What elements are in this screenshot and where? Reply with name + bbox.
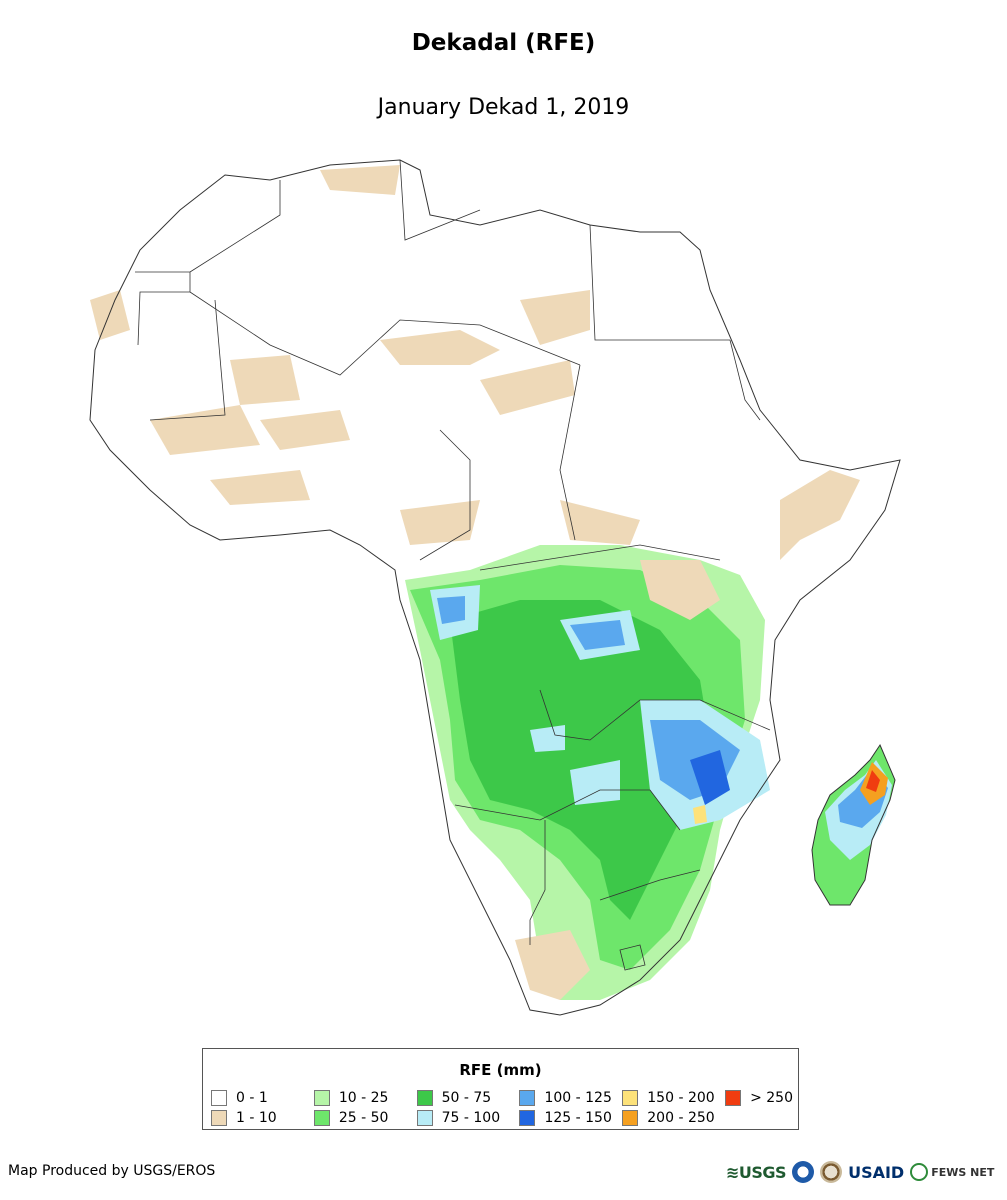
legend-label: 10 - 25 — [338, 1090, 389, 1106]
rfe-patch-yellow — [693, 805, 707, 824]
legend-box: RFE (mm) 0 - 1 1 - 10 10 - 25 25 - 50 50 - 7… — [202, 1048, 799, 1130]
globe-icon — [910, 1163, 929, 1181]
rfe-patch-green-dark — [450, 600, 710, 920]
legend-item: 150 - 200 — [622, 1088, 725, 1108]
legend-item: 10 - 25 — [313, 1088, 417, 1108]
legend-swatch — [313, 1090, 330, 1106]
legend-label: 100 - 125 — [544, 1090, 612, 1106]
legend-swatch — [416, 1090, 433, 1106]
rfe-patch-tan — [780, 470, 860, 560]
rfe-patch-tan — [515, 930, 590, 1000]
rfe-patch-tan — [640, 560, 720, 620]
legend-title: RFE (mm) — [459, 1061, 542, 1079]
rfe-patch-tan — [260, 410, 350, 450]
fews-logo-text: FEWS NET — [931, 1165, 995, 1179]
rainfall-fill-layer — [90, 165, 895, 1000]
legend-item: 50 - 75 — [416, 1088, 520, 1108]
legend-swatch — [211, 1110, 227, 1126]
legend-label: 50 - 75 — [441, 1090, 492, 1106]
noaa-seal-icon — [792, 1161, 815, 1183]
rfe-patch-madagascar-red — [866, 770, 880, 792]
usaid-logo: USAID — [848, 1162, 905, 1182]
legend-item: 1 - 10 — [211, 1108, 314, 1128]
legend-label: 200 - 250 — [647, 1110, 715, 1126]
legend-item: 0 - 1 — [211, 1088, 314, 1108]
legend-label: > 250 — [750, 1090, 793, 1106]
legend-item: 200 - 250 — [622, 1108, 725, 1128]
legend-label: 1 - 10 — [236, 1110, 277, 1126]
legend-swatch — [519, 1110, 536, 1126]
rfe-patch-tan — [560, 500, 640, 545]
legend-item: 125 - 150 — [519, 1108, 622, 1128]
legend-swatch — [725, 1090, 742, 1106]
credit-text: Map Produced by USGS/EROS — [8, 1163, 216, 1179]
rfe-patch-blue — [570, 620, 625, 650]
map-subtitle: January Dekad 1, 2019 — [377, 95, 630, 120]
legend-grid: 0 - 1 1 - 10 10 - 25 25 - 50 50 - 75 75 - 100… — [211, 1088, 793, 1128]
madagascar-coastline — [811, 743, 896, 906]
agency-logos: ≋USGS USAID FEWS NET — [726, 1158, 998, 1186]
fews-logo: FEWS NET — [910, 1163, 994, 1181]
legend-swatch — [211, 1090, 227, 1106]
legend-label: 125 - 150 — [544, 1110, 612, 1126]
legend-swatch — [416, 1110, 433, 1126]
rfe-patch-tan — [520, 290, 590, 345]
rfe-patch-tan — [90, 290, 130, 340]
legend-item: 25 - 50 — [313, 1108, 417, 1128]
legend-item: 75 - 100 — [416, 1108, 520, 1128]
rfe-patch-blue — [437, 596, 465, 624]
rfe-patch-darkblue — [690, 750, 730, 805]
rfe-patch-tan — [400, 500, 480, 545]
legend-label: 150 - 200 — [647, 1090, 715, 1106]
legend-item: 100 - 125 — [519, 1088, 622, 1108]
rfe-patch-tan — [380, 330, 500, 365]
africa-rainfall-map — [89, 159, 901, 1016]
rfe-patch-tan — [320, 165, 400, 195]
country-borders — [135, 159, 771, 971]
interior-seal-icon — [820, 1161, 843, 1183]
rfe-patch-tan — [230, 355, 300, 405]
legend-label: 75 - 100 — [441, 1110, 501, 1126]
legend-label: 25 - 50 — [338, 1110, 389, 1126]
legend-swatch — [313, 1110, 330, 1126]
usgs-logo: ≋USGS — [726, 1162, 787, 1182]
rfe-patch-tan — [150, 405, 260, 455]
legend-swatch — [622, 1110, 639, 1126]
rfe-patch-tan — [480, 360, 575, 415]
legend-swatch — [519, 1090, 536, 1106]
africa-coastline — [89, 159, 901, 1016]
map-title: Dekadal (RFE) — [411, 30, 596, 56]
rfe-patch-tan — [210, 470, 310, 505]
legend-label: 0 - 1 — [236, 1090, 268, 1106]
legend-swatch — [622, 1090, 639, 1106]
rfe-patch-lightblue — [530, 725, 565, 752]
rfe-patch-lightblue — [570, 760, 620, 805]
legend-item: > 250 — [725, 1088, 793, 1108]
